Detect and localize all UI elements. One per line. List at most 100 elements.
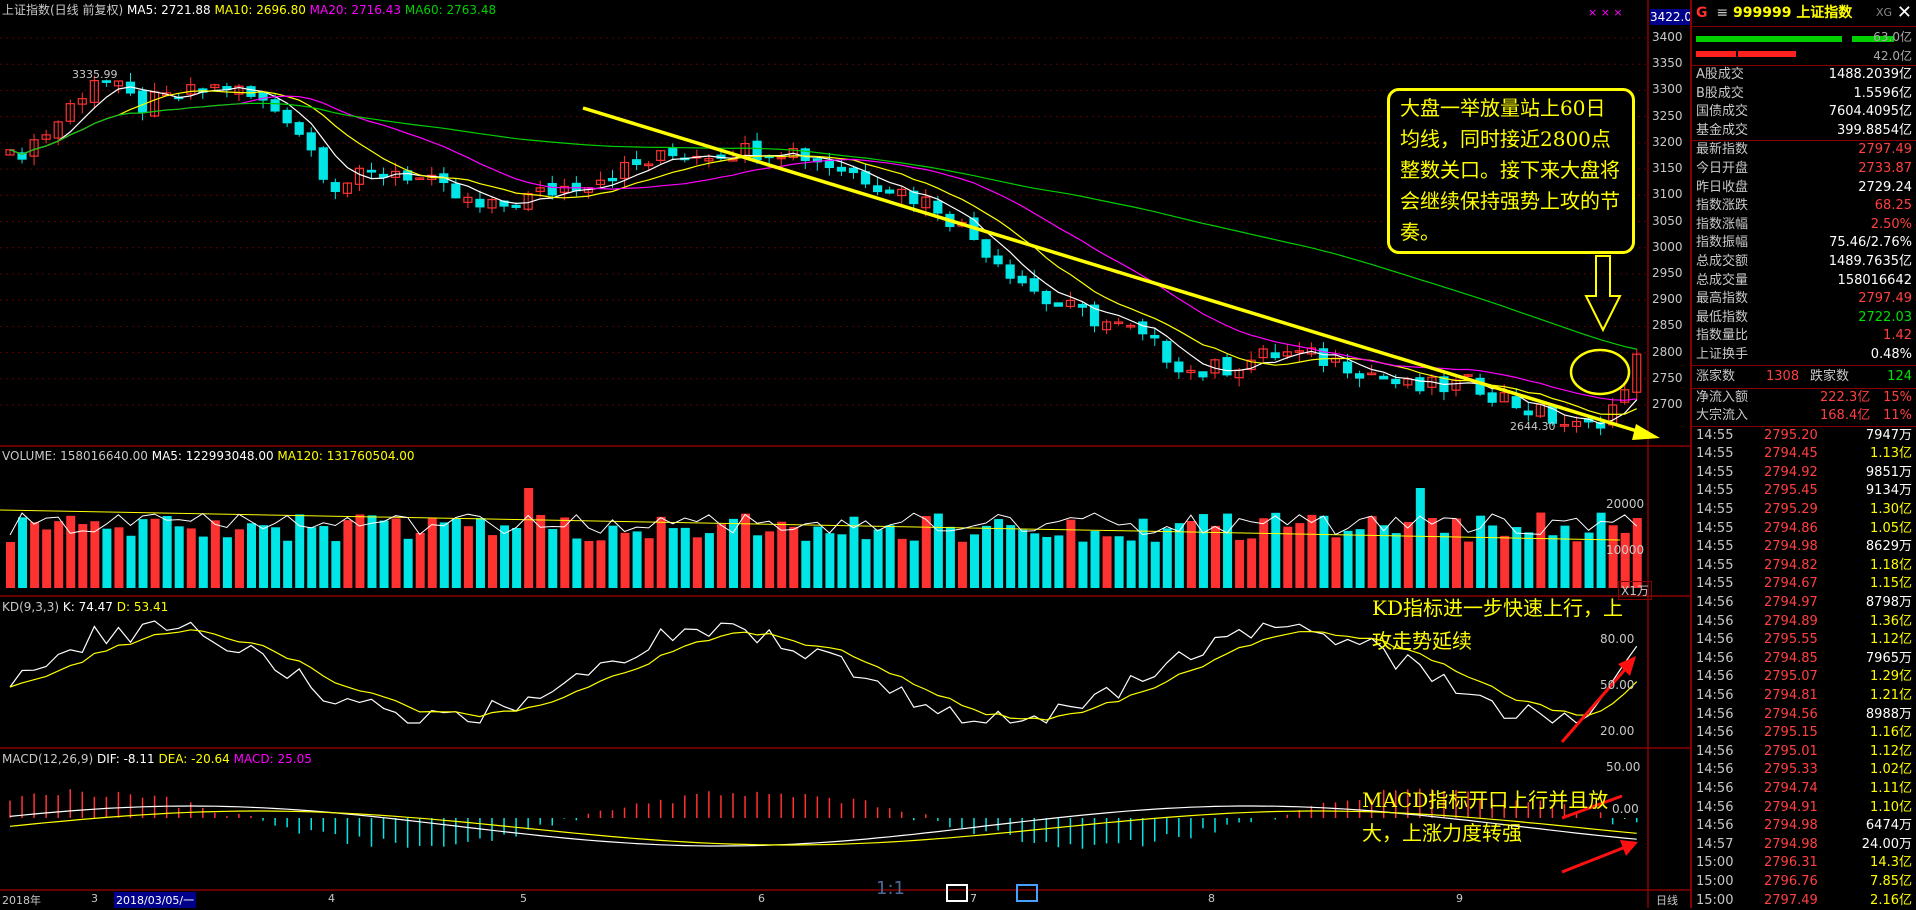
zoom-in-icon[interactable] — [1016, 884, 1038, 902]
ma5-label: MA5: 2721.88 — [127, 3, 211, 17]
tick-row[interactable]: 14:56 2794.98 6474万 — [1692, 817, 1916, 836]
tick-row[interactable]: 15:00 2796.76 7.85亿 — [1692, 873, 1916, 892]
volume-bar — [1488, 525, 1498, 588]
candle-body — [993, 255, 1003, 265]
red-ratio-bar-2 — [1738, 51, 1796, 57]
tick-row[interactable]: 14:56 2794.89 1.36亿 — [1692, 613, 1916, 632]
candle-body — [1354, 373, 1365, 379]
bar-value-top: 63.0亿 — [1873, 30, 1912, 44]
volume-bar — [234, 529, 244, 588]
tick-row[interactable]: 14:56 2795.07 1.29亿 — [1692, 668, 1916, 687]
tick-volume: 8988万 — [1865, 706, 1912, 722]
tick-row[interactable]: 14:55 2795.45 9134万 — [1692, 482, 1916, 501]
volume-bar — [355, 514, 365, 588]
tick-row[interactable]: 14:55 2794.92 9851万 — [1692, 464, 1916, 483]
volume-bar — [1211, 525, 1220, 588]
tick-row[interactable]: 14:56 2794.97 8798万 — [1692, 594, 1916, 613]
tick-row[interactable]: 14:56 2794.81 1.21亿 — [1692, 687, 1916, 706]
candle-body — [89, 79, 99, 103]
ma20-label: MA20: 2716.43 — [309, 3, 401, 17]
candle-body — [1415, 377, 1425, 392]
tick-row[interactable]: 14:55 2794.86 1.05亿 — [1692, 520, 1916, 539]
bar-value-bottom: 42.0亿 — [1873, 49, 1912, 63]
candle-body — [137, 90, 148, 113]
candle-body — [1126, 324, 1136, 328]
volume-bar — [90, 521, 100, 588]
tick-volume: 8629万 — [1865, 539, 1912, 555]
candle-body — [619, 161, 630, 179]
kd-up-arrow — [1560, 665, 1630, 743]
candle-body — [1306, 347, 1317, 355]
tick-row[interactable]: 14:55 2794.82 1.18亿 — [1692, 557, 1916, 576]
volume-bar — [1464, 541, 1474, 588]
stat-row-label: 总成交量 — [1696, 272, 1749, 288]
tick-list[interactable]: 14:55 2795.20 7947万 14:55 2794.45 1.13亿 14:55 2… — [1692, 427, 1916, 910]
price-axis-label: 3100 — [1652, 187, 1683, 202]
volume-bar — [1030, 533, 1040, 588]
candle-body — [644, 163, 654, 167]
tick-row[interactable]: 14:56 2794.85 7965万 — [1692, 650, 1916, 669]
tick-row[interactable]: 14:55 2795.20 7947万 — [1692, 427, 1916, 446]
volume-bar — [753, 535, 763, 588]
tick-row[interactable]: 14:56 2794.74 1.11亿 — [1692, 780, 1916, 799]
volume-bar — [475, 518, 485, 588]
tick-time: 14:56 — [1696, 725, 1734, 741]
tick-price: 2794.74 — [1764, 780, 1818, 796]
candle-body — [1391, 378, 1401, 385]
flow-row: 净流入额 222.3亿 15% — [1692, 389, 1916, 408]
tick-row[interactable]: 14:55 2794.98 8629万 — [1692, 538, 1916, 557]
volume-bar — [1126, 540, 1136, 588]
tick-row[interactable]: 14:55 2794.67 1.15亿 — [1692, 575, 1916, 594]
tick-row[interactable]: 14:56 2795.55 1.12亿 — [1692, 631, 1916, 650]
chart-toolbar-icons[interactable]: × × × — [1588, 6, 1623, 19]
tick-row[interactable]: 15:00 2797.49 2.16亿 — [1692, 892, 1916, 910]
tick-row[interactable]: 14:57 2794.98 24.00万 — [1692, 836, 1916, 855]
menu-icon[interactable]: ≡ — [1716, 5, 1729, 21]
candle-body — [1523, 410, 1533, 416]
tick-volume: 2.16亿 — [1870, 892, 1912, 908]
tick-price: 2797.49 — [1764, 892, 1818, 908]
macd-axis-0: 0.00 — [1612, 802, 1639, 816]
tick-time: 14:56 — [1696, 706, 1734, 722]
tick-row[interactable]: 14:56 2794.56 8988万 — [1692, 706, 1916, 725]
tick-row[interactable]: 14:56 2795.33 1.02亿 — [1692, 761, 1916, 780]
chart-area[interactable]: 上证指数(日线 前复权) MA5: 2721.88 MA10: 2696.80 … — [0, 0, 1692, 908]
stat-row-label: 上证换手 — [1696, 346, 1749, 362]
tick-row[interactable]: 14:55 2794.45 1.13亿 — [1692, 445, 1916, 464]
volume-bar — [126, 535, 136, 588]
xg-label[interactable]: XG — [1875, 6, 1892, 19]
volume-bar — [391, 518, 401, 588]
volume-bar — [1162, 528, 1172, 588]
volume-bar — [1018, 529, 1028, 588]
macd-dea-line — [9, 810, 1637, 846]
main-annotation-box: 大盘一举放量站上60日均线，同时接近2800点整数关口。接下来大盘将会继续保持强… — [1387, 88, 1635, 254]
volume-bar — [138, 519, 148, 588]
volume-ma120-line — [0, 509, 1621, 541]
zoom-out-icon[interactable] — [946, 884, 968, 902]
kline-chart[interactable] — [0, 0, 1690, 908]
tick-time: 14:55 — [1696, 520, 1734, 536]
tick-row[interactable]: 14:56 2795.15 1.16亿 — [1692, 724, 1916, 743]
candle-body — [872, 185, 883, 193]
volume-bar — [307, 527, 317, 588]
period-label[interactable]: 日线 — [1656, 894, 1678, 907]
kd-annotation: KD指标进一步快速上行，上攻走势延续 — [1372, 592, 1632, 658]
volume-bar — [813, 526, 823, 588]
tick-row[interactable]: 14:55 2795.29 1.30亿 — [1692, 501, 1916, 520]
kd-axis-80: 80.00 — [1600, 632, 1635, 646]
stat-row-label: 最高指数 — [1696, 291, 1749, 307]
stat-row: 指数振幅 75.46/2.76% — [1692, 234, 1916, 253]
volume-bar — [957, 541, 967, 588]
tick-row[interactable]: 14:56 2794.91 1.10亿 — [1692, 799, 1916, 818]
tick-row[interactable]: 15:00 2796.31 14.3亿 — [1692, 854, 1916, 873]
volume-bar — [933, 513, 943, 588]
candle-body — [921, 196, 931, 209]
flow-row-label: 大宗流入 — [1696, 408, 1749, 424]
tick-row[interactable]: 14:56 2795.01 1.12亿 — [1692, 743, 1916, 762]
candle-body — [210, 84, 220, 89]
candle-body — [1463, 374, 1473, 377]
close-icon[interactable]: ✕ — [1896, 2, 1912, 23]
tick-volume: 1.12亿 — [1870, 743, 1912, 759]
flow-row-label: 净流入额 — [1696, 389, 1749, 405]
date-label-cursor[interactable]: 2018/03/05/一 — [114, 892, 197, 908]
